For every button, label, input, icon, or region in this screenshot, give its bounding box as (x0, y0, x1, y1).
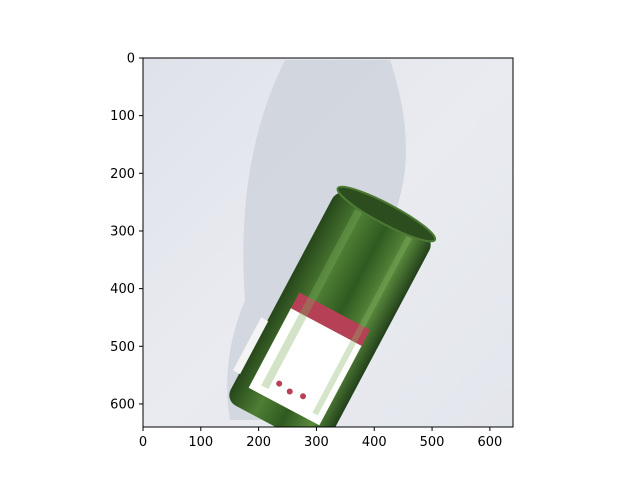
x-tick-label: 400 (362, 435, 387, 450)
y-axis: 0 100 200 300 400 500 600 (110, 52, 143, 412)
y-tick-label: 100 (110, 109, 135, 124)
y-tick-label: 400 (110, 282, 135, 297)
x-tick-label: 0 (139, 435, 147, 450)
y-tick-label: 500 (110, 340, 135, 355)
x-tick-label: 100 (188, 435, 213, 450)
y-tick-label: 600 (110, 397, 135, 412)
x-axis: 0 100 200 300 400 500 600 (139, 427, 502, 450)
y-tick-label: 0 (127, 52, 135, 67)
x-tick-label: 500 (420, 435, 445, 450)
x-tick-label: 200 (246, 435, 271, 450)
x-tick-label: 600 (477, 435, 502, 450)
y-tick-label: 300 (110, 224, 135, 239)
x-tick-label: 300 (304, 435, 329, 450)
photo-image (143, 58, 513, 427)
y-tick-label: 200 (110, 167, 135, 182)
axes-frame (142, 57, 514, 428)
